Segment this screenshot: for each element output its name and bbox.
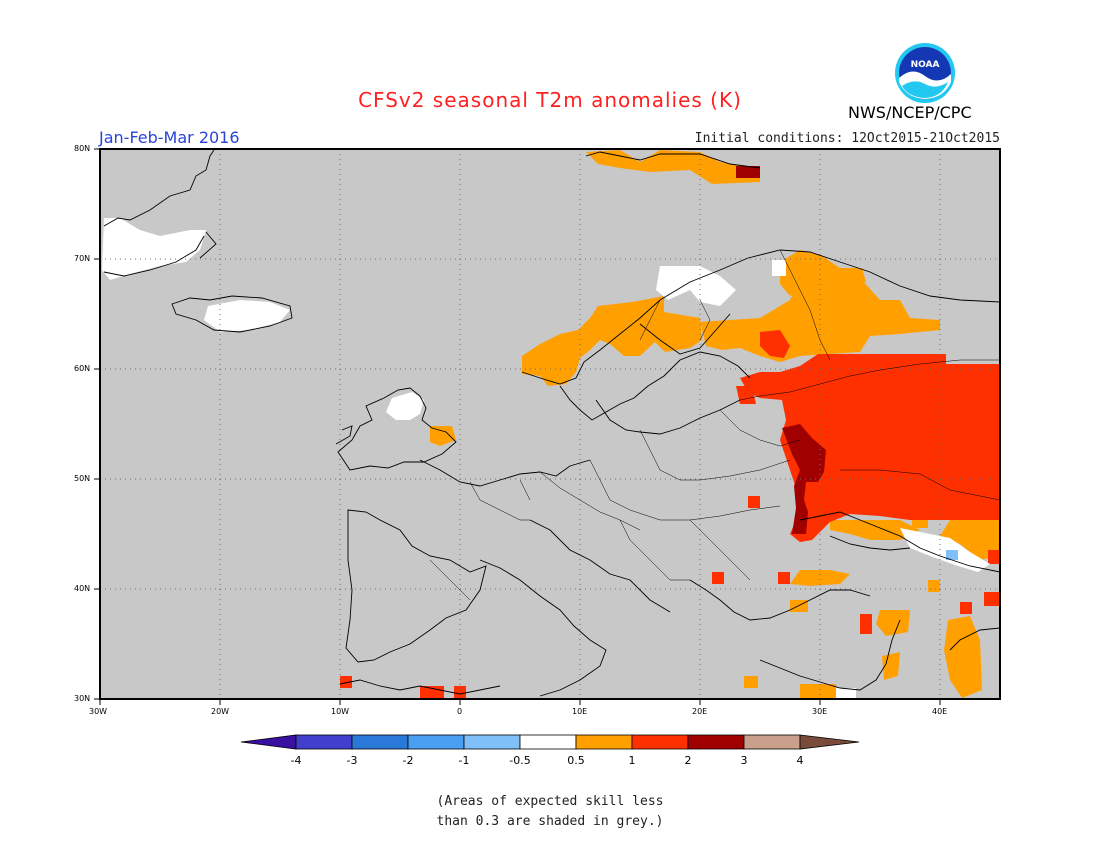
lat-tick-label: 50N	[74, 474, 91, 483]
season-label: Jan-Feb-Mar 2016	[99, 128, 240, 147]
colorbar-label: 2	[684, 754, 692, 767]
lat-tick-label: 60N	[74, 364, 91, 373]
colorbar-label: 3	[740, 754, 748, 767]
country-borders	[429, 249, 1001, 601]
skill-footnote: (Areas of expected skill less than 0.3 a…	[0, 792, 1100, 832]
lat-tick-label: 40N	[74, 584, 91, 593]
lon-tick-label: 10W	[331, 707, 350, 716]
colorbar-label: -4	[290, 754, 302, 767]
colorbar-label: -2	[402, 754, 414, 767]
axis-ticks	[94, 148, 941, 705]
lat-tick-label: 80N	[74, 144, 91, 153]
chart-title: CFSv2 seasonal T2m anomalies (K)	[358, 88, 742, 112]
map-gridlines	[100, 149, 1000, 699]
lon-tick-label: 10E	[572, 707, 588, 716]
colorbar-label: 0.5	[567, 754, 585, 767]
colorbar-label: 1	[628, 754, 636, 767]
lat-tick-label: 30N	[74, 694, 91, 703]
anomaly-lightblue-region	[946, 550, 958, 560]
colorbar-label: -1	[458, 754, 470, 767]
lon-tick-label: 0	[457, 707, 463, 716]
map-frame	[99, 148, 1001, 700]
lon-tick-label: 30W	[89, 707, 108, 716]
svg-text:NOAA: NOAA	[911, 60, 940, 70]
footnote-line: than 0.3 are shaded in grey.)	[436, 814, 664, 829]
colorbar-high-arrow	[799, 734, 860, 750]
coastlines	[103, 149, 1001, 697]
anomaly-white-regions	[102, 218, 990, 698]
initial-conditions-label: Initial conditions: 12Oct2015-21Oct2015	[694, 131, 1000, 146]
lon-tick-label: 40E	[932, 707, 948, 716]
lon-tick-label: 20W	[211, 707, 230, 716]
noaa-logo: NOAA	[895, 43, 955, 103]
footnote-line: (Areas of expected skill less	[436, 794, 664, 809]
anomaly-darkred-regions	[736, 166, 826, 534]
anomaly-red-regions	[340, 330, 1000, 698]
lon-tick-label: 20E	[692, 707, 708, 716]
colorbar-label: -3	[346, 754, 358, 767]
agency-label: NWS/NCEP/CPC	[848, 103, 972, 122]
lat-tick-label: 70N	[74, 254, 91, 263]
colorbar-label: -0.5	[509, 754, 531, 767]
colorbar-low-arrow	[240, 734, 297, 750]
colorbar-label: 4	[796, 754, 804, 767]
lon-tick-label: 30E	[812, 707, 828, 716]
